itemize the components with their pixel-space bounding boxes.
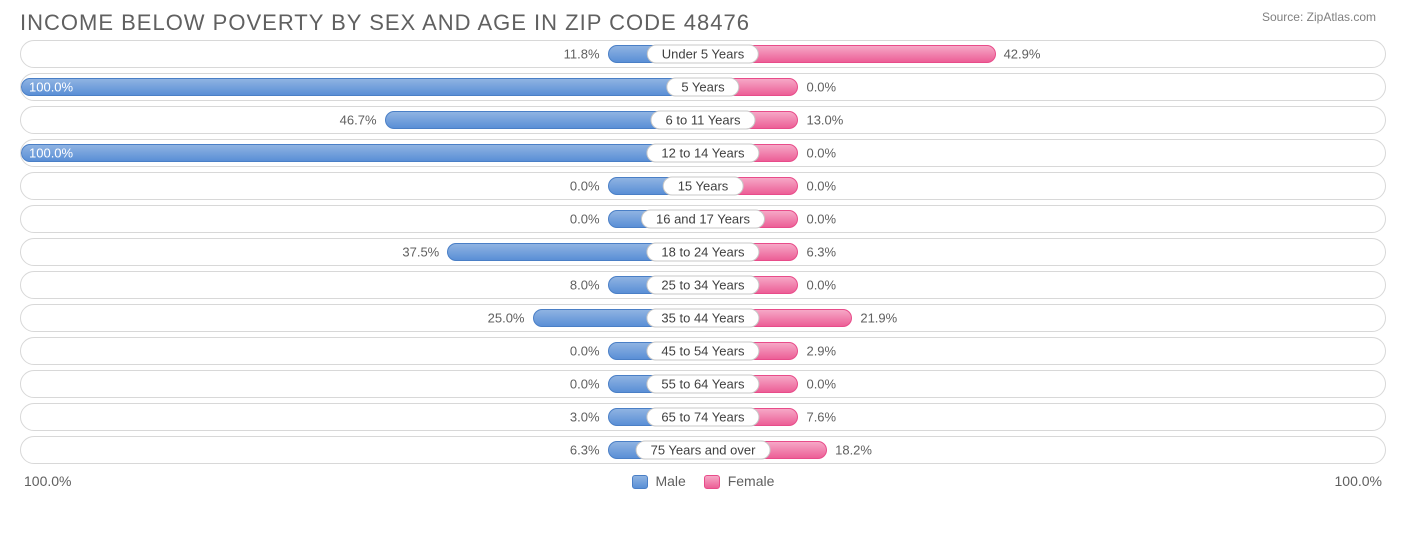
category-pill: 25 to 34 Years (646, 276, 759, 295)
chart-row: 100.0% 0.0% 5 Years (20, 73, 1386, 101)
legend-label-female: Female (728, 473, 775, 489)
female-value-label: 0.0% (806, 146, 836, 161)
category-pill: 35 to 44 Years (646, 309, 759, 328)
female-value-label: 21.9% (860, 311, 897, 326)
category-pill: 6 to 11 Years (651, 111, 756, 130)
category-pill: 15 Years (663, 177, 744, 196)
category-pill: 45 to 54 Years (646, 342, 759, 361)
male-value-label: 0.0% (570, 377, 600, 392)
male-value-label: 3.0% (570, 410, 600, 425)
chart-row: 11.8% 42.9% Under 5 Years (20, 40, 1386, 68)
male-value-label: 25.0% (488, 311, 525, 326)
chart-row: 0.0% 2.9% 45 to 54 Years (20, 337, 1386, 365)
legend-item-female: Female (704, 473, 775, 489)
female-value-label: 2.9% (806, 344, 836, 359)
category-pill: 16 and 17 Years (641, 210, 765, 229)
category-pill: Under 5 Years (647, 45, 759, 64)
legend-label-male: Male (655, 473, 685, 489)
category-pill: 18 to 24 Years (646, 243, 759, 262)
male-value-label: 0.0% (570, 344, 600, 359)
category-pill: 12 to 14 Years (646, 144, 759, 163)
male-value-label: 46.7% (340, 113, 377, 128)
legend: Male Female (632, 473, 775, 489)
category-pill: 5 Years (666, 78, 739, 97)
male-value-label: 11.8% (564, 47, 600, 62)
axis-left-max: 100.0% (24, 473, 71, 489)
category-pill: 75 Years and over (636, 441, 771, 460)
female-value-label: 0.0% (806, 377, 836, 392)
female-value-label: 13.0% (806, 113, 843, 128)
chart-header: INCOME BELOW POVERTY BY SEX AND AGE IN Z… (0, 0, 1406, 40)
male-value-label: 0.0% (570, 212, 600, 227)
diverging-bar-chart: 11.8% 42.9% Under 5 Years 100.0% 0.0% 5 Years… (0, 40, 1406, 464)
source-attribution: Source: ZipAtlas.com (1262, 10, 1376, 24)
male-swatch-icon (632, 475, 648, 489)
female-value-label: 6.3% (806, 245, 836, 260)
chart-row: 3.0% 7.6% 65 to 74 Years (20, 403, 1386, 431)
male-bar (21, 78, 703, 96)
female-value-label: 0.0% (806, 212, 836, 227)
chart-row: 0.0% 0.0% 15 Years (20, 172, 1386, 200)
axis-right-max: 100.0% (1335, 473, 1382, 489)
male-value-label: 6.3% (570, 443, 600, 458)
category-pill: 55 to 64 Years (646, 375, 759, 394)
male-bar (21, 144, 703, 162)
chart-footer: 100.0% Male Female 100.0% (0, 469, 1406, 499)
female-swatch-icon (704, 475, 720, 489)
chart-row: 0.0% 0.0% 55 to 64 Years (20, 370, 1386, 398)
chart-row: 8.0% 0.0% 25 to 34 Years (20, 271, 1386, 299)
female-value-label: 0.0% (806, 278, 836, 293)
male-value-label: 0.0% (570, 179, 600, 194)
male-value-label: 100.0% (29, 146, 73, 161)
female-value-label: 7.6% (806, 410, 836, 425)
legend-item-male: Male (632, 473, 686, 489)
category-pill: 65 to 74 Years (646, 408, 759, 427)
chart-row: 25.0% 21.9% 35 to 44 Years (20, 304, 1386, 332)
female-value-label: 42.9% (1004, 47, 1041, 62)
chart-row: 37.5% 6.3% 18 to 24 Years (20, 238, 1386, 266)
chart-row: 100.0% 0.0% 12 to 14 Years (20, 139, 1386, 167)
chart-row: 6.3% 18.2% 75 Years and over (20, 436, 1386, 464)
chart-title: INCOME BELOW POVERTY BY SEX AND AGE IN Z… (20, 10, 750, 36)
female-value-label: 0.0% (806, 80, 836, 95)
female-value-label: 0.0% (806, 179, 836, 194)
male-value-label: 37.5% (402, 245, 439, 260)
chart-row: 0.0% 0.0% 16 and 17 Years (20, 205, 1386, 233)
female-value-label: 18.2% (835, 443, 872, 458)
male-value-label: 100.0% (29, 80, 73, 95)
male-value-label: 8.0% (570, 278, 600, 293)
chart-row: 46.7% 13.0% 6 to 11 Years (20, 106, 1386, 134)
